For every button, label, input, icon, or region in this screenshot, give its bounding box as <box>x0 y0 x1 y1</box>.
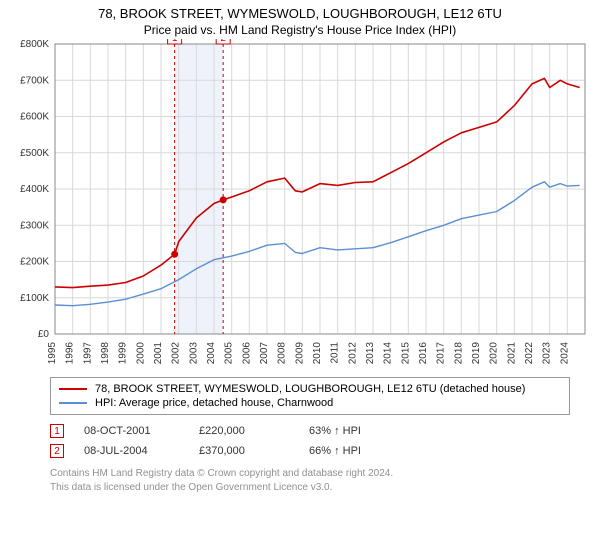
svg-text:2006: 2006 <box>241 342 252 365</box>
svg-text:1996: 1996 <box>65 342 76 365</box>
svg-text:2002: 2002 <box>171 342 182 365</box>
svg-text:2019: 2019 <box>471 342 482 365</box>
svg-text:2009: 2009 <box>294 342 305 365</box>
svg-text:2: 2 <box>220 39 226 44</box>
svg-text:2001: 2001 <box>153 342 164 365</box>
footer-line-1: Contains HM Land Registry data © Crown c… <box>50 467 570 481</box>
title-line-2: Price paid vs. HM Land Registry's House … <box>10 23 590 37</box>
svg-text:2018: 2018 <box>453 342 464 365</box>
legend-row: HPI: Average price, detached house, Char… <box>59 396 561 410</box>
svg-text:£300K: £300K <box>20 220 49 231</box>
legend-label: HPI: Average price, detached house, Char… <box>95 397 333 409</box>
svg-text:£500K: £500K <box>20 148 49 159</box>
event-pct: 63% ↑ HPI <box>309 425 361 437</box>
event-row: 1 08-OCT-2001 £220,000 63% ↑ HPI <box>50 421 570 441</box>
svg-text:2021: 2021 <box>506 342 517 365</box>
svg-text:2007: 2007 <box>259 342 270 365</box>
svg-text:£700K: £700K <box>20 75 49 86</box>
line-chart-svg: £0 £100K £200K £300K £400K £500K £600K £700K £80… <box>0 39 600 369</box>
svg-text:2016: 2016 <box>418 342 429 365</box>
event-badge: 1 <box>50 424 64 438</box>
event-price: £370,000 <box>199 445 289 457</box>
svg-text:£800K: £800K <box>20 39 49 50</box>
svg-text:2005: 2005 <box>224 342 235 365</box>
svg-text:1997: 1997 <box>82 342 93 365</box>
chart-titles: 78, BROOK STREET, WYMESWOLD, LOUGHBOROUG… <box>0 0 600 39</box>
svg-text:£600K: £600K <box>20 112 49 123</box>
svg-text:2012: 2012 <box>347 342 358 365</box>
svg-text:2010: 2010 <box>312 342 323 365</box>
svg-text:2022: 2022 <box>524 342 535 365</box>
title-line-1: 78, BROOK STREET, WYMESWOLD, LOUGHBOROUG… <box>10 6 590 21</box>
svg-text:1: 1 <box>172 39 178 44</box>
svg-text:1999: 1999 <box>118 342 129 365</box>
svg-text:£200K: £200K <box>20 257 49 268</box>
footer-line-2: This data is licensed under the Open Gov… <box>50 481 570 495</box>
svg-text:2003: 2003 <box>188 342 199 365</box>
legend-row: 78, BROOK STREET, WYMESWOLD, LOUGHBOROUG… <box>59 382 561 396</box>
svg-text:1995: 1995 <box>47 342 58 365</box>
legend-swatch <box>59 402 87 404</box>
event-badge: 2 <box>50 444 64 458</box>
event-row: 2 08-JUL-2004 £370,000 66% ↑ HPI <box>50 441 570 461</box>
event-table: 1 08-OCT-2001 £220,000 63% ↑ HPI 2 08-JUL-200… <box>50 421 570 461</box>
event-date: 08-OCT-2001 <box>84 425 179 437</box>
svg-text:£100K: £100K <box>20 293 49 304</box>
legend-label: 78, BROOK STREET, WYMESWOLD, LOUGHBOROUG… <box>95 383 525 395</box>
svg-text:2011: 2011 <box>330 342 341 364</box>
svg-text:2013: 2013 <box>365 342 376 365</box>
footer-attribution: Contains HM Land Registry data © Crown c… <box>50 467 570 494</box>
svg-text:2020: 2020 <box>489 342 500 365</box>
event-pct: 66% ↑ HPI <box>309 445 361 457</box>
svg-text:2014: 2014 <box>383 342 394 365</box>
svg-text:2017: 2017 <box>436 342 447 365</box>
svg-text:2000: 2000 <box>135 342 146 365</box>
svg-text:2008: 2008 <box>277 342 288 365</box>
svg-text:2015: 2015 <box>400 342 411 365</box>
svg-text:1998: 1998 <box>100 342 111 365</box>
chart-area: £0 £100K £200K £300K £400K £500K £600K £700K £80… <box>0 39 600 369</box>
svg-text:£0: £0 <box>38 329 50 340</box>
legend: 78, BROOK STREET, WYMESWOLD, LOUGHBOROUG… <box>50 377 570 415</box>
svg-text:2024: 2024 <box>559 342 570 365</box>
legend-swatch <box>59 388 87 390</box>
svg-text:2004: 2004 <box>206 342 217 365</box>
event-date: 08-JUL-2004 <box>84 445 179 457</box>
event-price: £220,000 <box>199 425 289 437</box>
svg-text:£400K: £400K <box>20 184 49 195</box>
svg-text:2023: 2023 <box>542 342 553 365</box>
